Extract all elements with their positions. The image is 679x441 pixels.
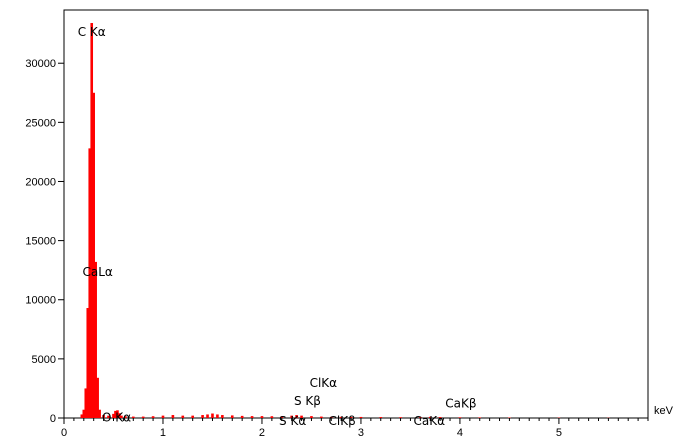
y-tick-label: 5000 [32,354,56,366]
peak-label: S Kα [279,414,306,428]
y-tick-label: 15000 [25,236,56,248]
spectrum-bar [216,414,219,418]
spectrum-bars [80,23,610,418]
spectrum-bar [280,416,284,418]
spectrum-bar [86,308,90,418]
spectrum-bar [96,377,99,418]
spectrum-bar [102,415,105,418]
spectrum-bar [98,409,101,418]
peak-label: CaKα [413,414,445,428]
spectrum-bar [171,415,175,418]
spectrum-bar [379,417,383,418]
spectrum-bar [260,416,264,418]
spectrum-bar [399,417,402,418]
x-tick-label: 4 [457,427,463,439]
spectrum-bar [161,415,165,418]
spectrum-bar [120,415,123,418]
spectrum-bar [438,417,442,418]
spectrum-bar [428,416,432,418]
peak-label: CaKβ [445,396,476,410]
y-tick-label: 25000 [25,117,56,129]
spectrum-bar [359,416,363,418]
y-tick-label: 0 [50,413,56,425]
spectrum-bar [310,416,313,418]
spectrum-bar [270,416,274,418]
spectrum-bar [124,416,127,418]
spectrum-bar [295,415,298,418]
x-tick-label: 3 [358,427,364,439]
spectrum-bar [141,416,145,418]
spectrum-bar [339,416,343,418]
spectrum-bar [80,414,84,418]
spectrum-bar [240,415,244,418]
spectrum-bar [118,413,121,418]
x-tick-label: 2 [259,427,265,439]
spectrum-bar [458,417,462,418]
plot-area-frame [63,9,649,419]
peak-label: CaLα [82,265,112,279]
x-axis-ticks: 0 1 2 3 4 5 [61,418,649,439]
x-axis-unit-label: keV [654,405,674,417]
spectrum-bar [84,388,88,418]
spectrum-bar [349,416,353,418]
spectrum-bar [116,410,119,418]
spectrum-bar [82,409,86,418]
spectrum-bar [151,416,155,418]
spectrum-bar [201,415,204,418]
spectrum-bar [250,416,254,418]
spectrum-bar [290,415,293,418]
spectrum-bar [211,413,214,418]
spectrum-bar [329,416,333,418]
spectrum-bar [419,417,422,418]
spectrum-bar [320,416,323,418]
spectrum-bar [206,414,209,418]
spectrum-bar [112,413,115,418]
spectrum-bar [181,415,185,418]
spectrum-bar [92,92,95,418]
peak-label: ClKβ [329,414,356,428]
spectrum-bar [131,416,135,418]
x-tick-label: 0 [61,427,67,439]
spectrum-bar [88,148,92,418]
spectrum-bar [221,415,224,418]
spectrum-bar [300,415,303,418]
y-tick-label: 10000 [25,295,56,307]
spectrum-bar [90,23,94,418]
peak-label: C Kα [78,25,106,39]
peak-label: S Kβ [294,394,321,408]
spectrum-bar [230,415,234,418]
spectrum-bar [478,417,482,418]
peak-label: ClKα [310,376,338,390]
peak-label: O Kα [102,411,131,425]
spectrum-bar [114,410,117,418]
spectrum-bar [191,415,194,418]
x-tick-label: 5 [556,427,562,439]
y-tick-label: 20000 [25,176,56,188]
spectrum-bar [107,415,110,418]
y-axis-ticks: 0 5000 10000 15000 20000 25000 30000 [25,58,64,425]
x-tick-label: 1 [160,427,166,439]
spectrum-bar [94,261,97,418]
y-tick-label: 30000 [25,58,56,70]
